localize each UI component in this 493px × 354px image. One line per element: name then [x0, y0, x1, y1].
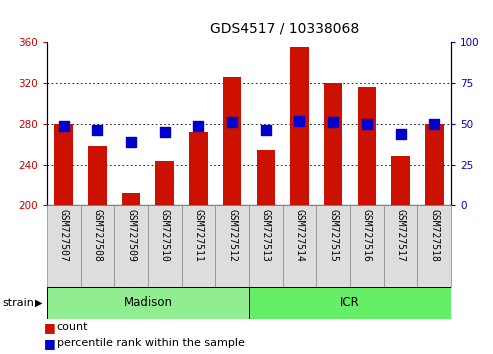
Point [127, 139, 135, 145]
Bar [47, 287, 249, 319]
Bar [256, 150, 275, 205]
Bar [181, 205, 215, 287]
Bar [47, 205, 80, 287]
Text: GSM727517: GSM727517 [395, 209, 406, 262]
Bar [418, 205, 451, 287]
Text: strain: strain [2, 298, 35, 308]
Point [194, 123, 203, 129]
Text: percentile rank within the sample: percentile rank within the sample [57, 338, 245, 348]
Point [228, 119, 236, 125]
Bar [324, 83, 343, 205]
Text: GDS4517 / 10338068: GDS4517 / 10338068 [210, 21, 359, 35]
Bar [350, 205, 384, 287]
Bar [54, 124, 73, 205]
Text: GSM727507: GSM727507 [59, 209, 69, 262]
Text: ▶: ▶ [35, 298, 42, 308]
Text: GSM727515: GSM727515 [328, 209, 338, 262]
Bar [290, 46, 309, 205]
Text: GSM727511: GSM727511 [193, 209, 204, 262]
Point [161, 129, 169, 135]
Point [430, 121, 438, 127]
Text: GSM727518: GSM727518 [429, 209, 439, 262]
Point [296, 118, 304, 124]
Bar [249, 287, 451, 319]
Bar [357, 87, 376, 205]
Bar [189, 132, 208, 205]
Bar [215, 205, 249, 287]
Text: GSM727509: GSM727509 [126, 209, 136, 262]
Text: count: count [57, 322, 88, 332]
Bar [391, 156, 410, 205]
Point [262, 127, 270, 133]
Bar [80, 205, 114, 287]
Bar [122, 193, 141, 205]
Point [60, 123, 68, 129]
Text: GSM727508: GSM727508 [92, 209, 103, 262]
Bar [249, 205, 282, 287]
Bar [384, 205, 418, 287]
Bar [282, 205, 317, 287]
Text: GSM727514: GSM727514 [294, 209, 305, 262]
Bar [155, 160, 174, 205]
Text: ICR: ICR [340, 296, 360, 309]
Text: GSM727513: GSM727513 [261, 209, 271, 262]
Point [396, 131, 404, 137]
Point [94, 127, 102, 133]
Bar [114, 205, 148, 287]
Text: Madison: Madison [123, 296, 173, 309]
Bar [88, 146, 106, 205]
Text: GSM727512: GSM727512 [227, 209, 237, 262]
Bar [425, 124, 444, 205]
Bar [317, 205, 350, 287]
Point [363, 121, 371, 127]
Text: ■: ■ [44, 321, 56, 334]
Bar [148, 205, 181, 287]
Point [329, 119, 337, 125]
Text: ■: ■ [44, 337, 56, 350]
Bar [223, 77, 242, 205]
Text: GSM727516: GSM727516 [362, 209, 372, 262]
Text: GSM727510: GSM727510 [160, 209, 170, 262]
